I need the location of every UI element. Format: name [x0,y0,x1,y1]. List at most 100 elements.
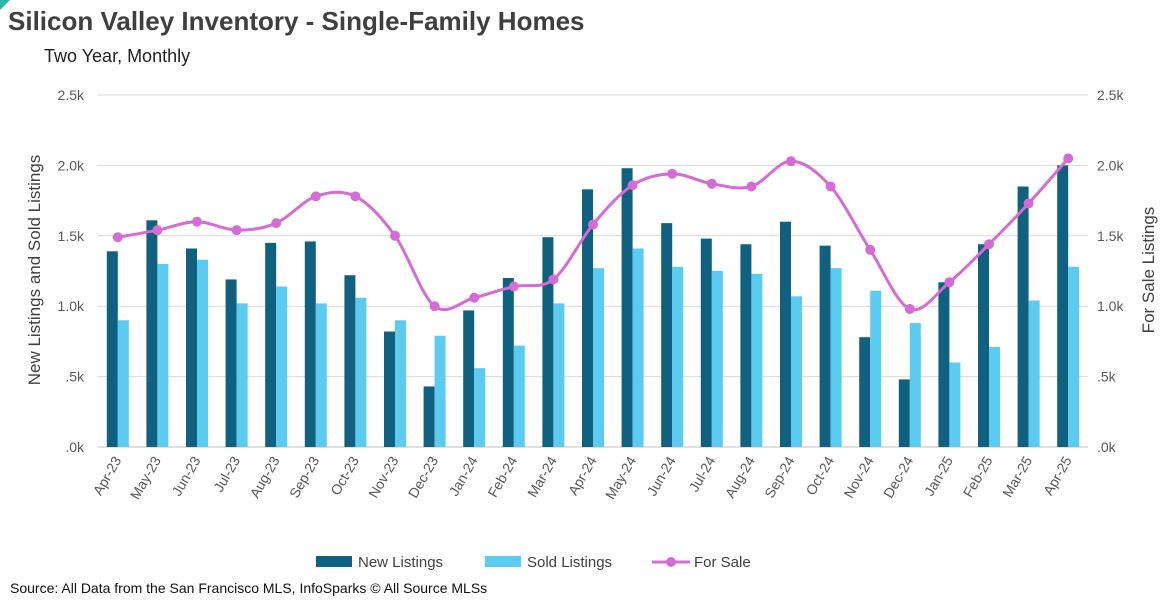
for-sale-point [152,225,163,236]
bar-sold-listings [315,303,327,447]
right-tick-label: 2.5k [1097,87,1124,103]
bar-sold-listings [672,266,684,447]
bar-new-listings [146,220,158,447]
bar-sold-listings [197,259,208,447]
x-tick-label: Oct-23 [327,453,362,498]
bar-sold-listings [830,268,842,447]
bar-sold-listings [1068,266,1080,447]
x-tick-label: Mar-24 [524,453,560,500]
x-tick-label: May-24 [602,453,639,502]
x-tick-label: Feb-25 [960,453,996,500]
left-axis-title: New Listings and Sold Listings [25,155,44,386]
for-sale-point [984,239,994,250]
x-tick-label: May-23 [127,453,164,502]
bar-sold-listings [1028,300,1040,447]
bar-new-listings [542,237,554,447]
bar-sold-listings [870,290,882,447]
bar-new-listings [859,337,871,447]
legend-label-for-sale: For Sale [694,554,751,571]
left-tick-label: 1.5k [58,228,85,244]
right-tick-label: 1.5k [1097,228,1124,244]
x-tick-label: Apr-25 [1040,453,1075,498]
bar-sold-listings [632,248,644,447]
bar-new-listings [106,251,118,447]
right-tick-label: 2.0k [1097,157,1124,173]
bar-new-listings [186,248,197,447]
x-tick-label: Dec-23 [405,453,442,500]
bar-new-listings [938,282,950,447]
x-tick-label: Jan-24 [446,453,481,498]
bar-sold-listings [157,263,169,447]
bar-new-listings [1017,186,1029,447]
bar-sold-listings [355,297,367,447]
for-sale-point [271,218,282,229]
right-tick-label: .0k [1097,439,1117,455]
bar-sold-listings [949,362,961,447]
source-note: Source: All Data from the San Francisco … [10,580,488,596]
bar-new-listings [502,278,514,447]
bar-new-listings [978,244,989,447]
x-tick-label: Apr-23 [90,453,125,498]
for-sale-point [310,191,321,202]
bar-new-listings [423,386,435,447]
legend-label-sold-listings: Sold Listings [527,554,612,571]
legend-swatch-sold-listings [485,556,521,567]
x-tick-label: Oct-24 [802,453,837,498]
bar-new-listings [621,168,633,447]
for-sale-point [548,274,559,285]
for-sale-point [746,181,757,192]
bar-sold-listings [791,296,802,447]
x-tick-label: Aug-23 [246,453,283,500]
right-tick-label: .5k [1097,369,1117,385]
right-axis-title: For Sale Listings [1139,207,1158,334]
x-tick-label: Feb-24 [484,453,520,500]
x-tick-label: Jan-25 [921,453,956,498]
bar-new-listings [344,275,356,447]
x-tick-label: Jun-23 [168,453,203,498]
bar-sold-listings [751,273,763,447]
x-tick-label: Aug-24 [722,453,759,500]
right-tick-label: 1.0k [1097,298,1124,314]
bar-new-listings [661,223,673,447]
left-axis-ticks: .0k .5k 1.0k 1.5k 2.0k 2.5k [58,87,85,455]
bar-new-listings [304,241,316,447]
bar-sold-listings [553,303,565,447]
x-tick-label: Jul-24 [685,453,718,494]
x-axis-ticks: Apr-23 May-23 Jun-23 Jul-23 Aug-23 Sep-23 Oct-… [90,453,1075,502]
bar-sold-listings [909,323,921,447]
left-tick-label: 2.0k [58,157,85,173]
for-sale-point [1063,153,1074,164]
bar-series [106,165,1080,447]
bar-sold-listings [117,320,129,447]
bar-new-listings [265,242,277,447]
left-tick-label: 1.0k [58,298,85,314]
x-tick-label: Sep-23 [286,453,323,500]
left-tick-label: .5k [65,369,85,385]
for-sale-point [588,219,598,230]
for-sale-point [904,304,915,315]
for-sale-point [231,225,242,236]
for-sale-point [944,277,955,288]
bar-sold-listings [434,335,446,447]
bar-new-listings [384,331,395,447]
bar-sold-listings [513,345,525,447]
for-sale-point [706,178,717,189]
x-tick-label: Nov-24 [840,453,877,500]
bar-new-listings [780,221,791,447]
legend: New Listings Sold Listings For Sale [316,554,751,571]
for-sale-point [390,230,400,241]
bar-new-listings [700,238,712,447]
for-sale-line-series [112,153,1074,315]
x-tick-label: Mar-25 [999,453,1035,500]
legend-swatch-new-listings [316,556,352,567]
for-sale-point [508,281,519,292]
for-sale-point [1023,198,1034,209]
bar-sold-listings [395,320,406,447]
corner-accent [0,0,10,10]
bar-sold-listings [989,347,1000,447]
chart-title: Silicon Valley Inventory - Single-Family… [8,6,585,36]
x-tick-label: Dec-24 [880,453,917,500]
bar-new-listings [225,279,237,447]
x-tick-label: Sep-24 [761,453,798,500]
